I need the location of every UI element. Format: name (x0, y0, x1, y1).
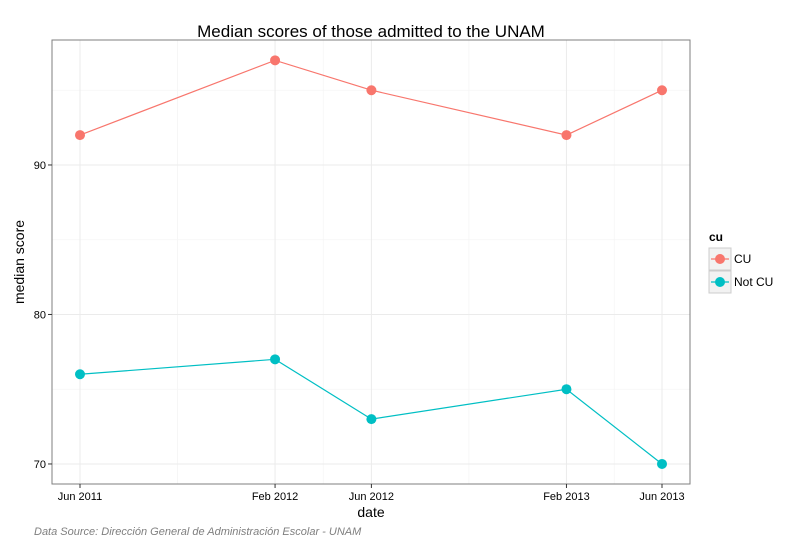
x-axis-label: date (357, 504, 384, 520)
legend-label: Not CU (734, 275, 773, 289)
data-point (75, 369, 85, 380)
x-tick-label: Feb 2013 (543, 491, 589, 503)
grid (52, 40, 690, 484)
y-axis: 70 80 90 (34, 160, 52, 471)
x-tick-label: Jun 2011 (58, 491, 102, 503)
data-point (366, 414, 377, 425)
data-point (657, 85, 667, 96)
x-tick-label: Jun 2012 (349, 491, 394, 503)
data-point (561, 130, 572, 141)
x-tick-label: Jun 2013 (639, 491, 684, 503)
legend-marker (715, 277, 725, 287)
data-point (75, 130, 85, 141)
y-tick-label: 70 (34, 459, 46, 471)
legend-label: CU (734, 252, 751, 266)
data-point (270, 55, 281, 66)
x-axis: Jun 2011 Feb 2012 Jun 2012 Feb 2013 Jun 2013 (58, 484, 685, 503)
y-axis-label: median score (11, 220, 27, 304)
legend-marker (715, 254, 725, 264)
caption: Data Source: Dirección General de Admini… (34, 526, 362, 538)
data-point (657, 458, 667, 469)
data-point (270, 354, 281, 365)
legend: cu CU Not CU (708, 230, 773, 294)
y-tick-label: 80 (34, 309, 46, 321)
series-marks (75, 55, 667, 469)
legend-title: cu (709, 230, 723, 244)
data-point (561, 384, 572, 395)
data-point (366, 85, 377, 96)
x-tick-label: Feb 2012 (252, 491, 298, 503)
chart-title: Median scores of those admitted to the U… (197, 22, 545, 41)
y-tick-label: 90 (34, 160, 46, 172)
